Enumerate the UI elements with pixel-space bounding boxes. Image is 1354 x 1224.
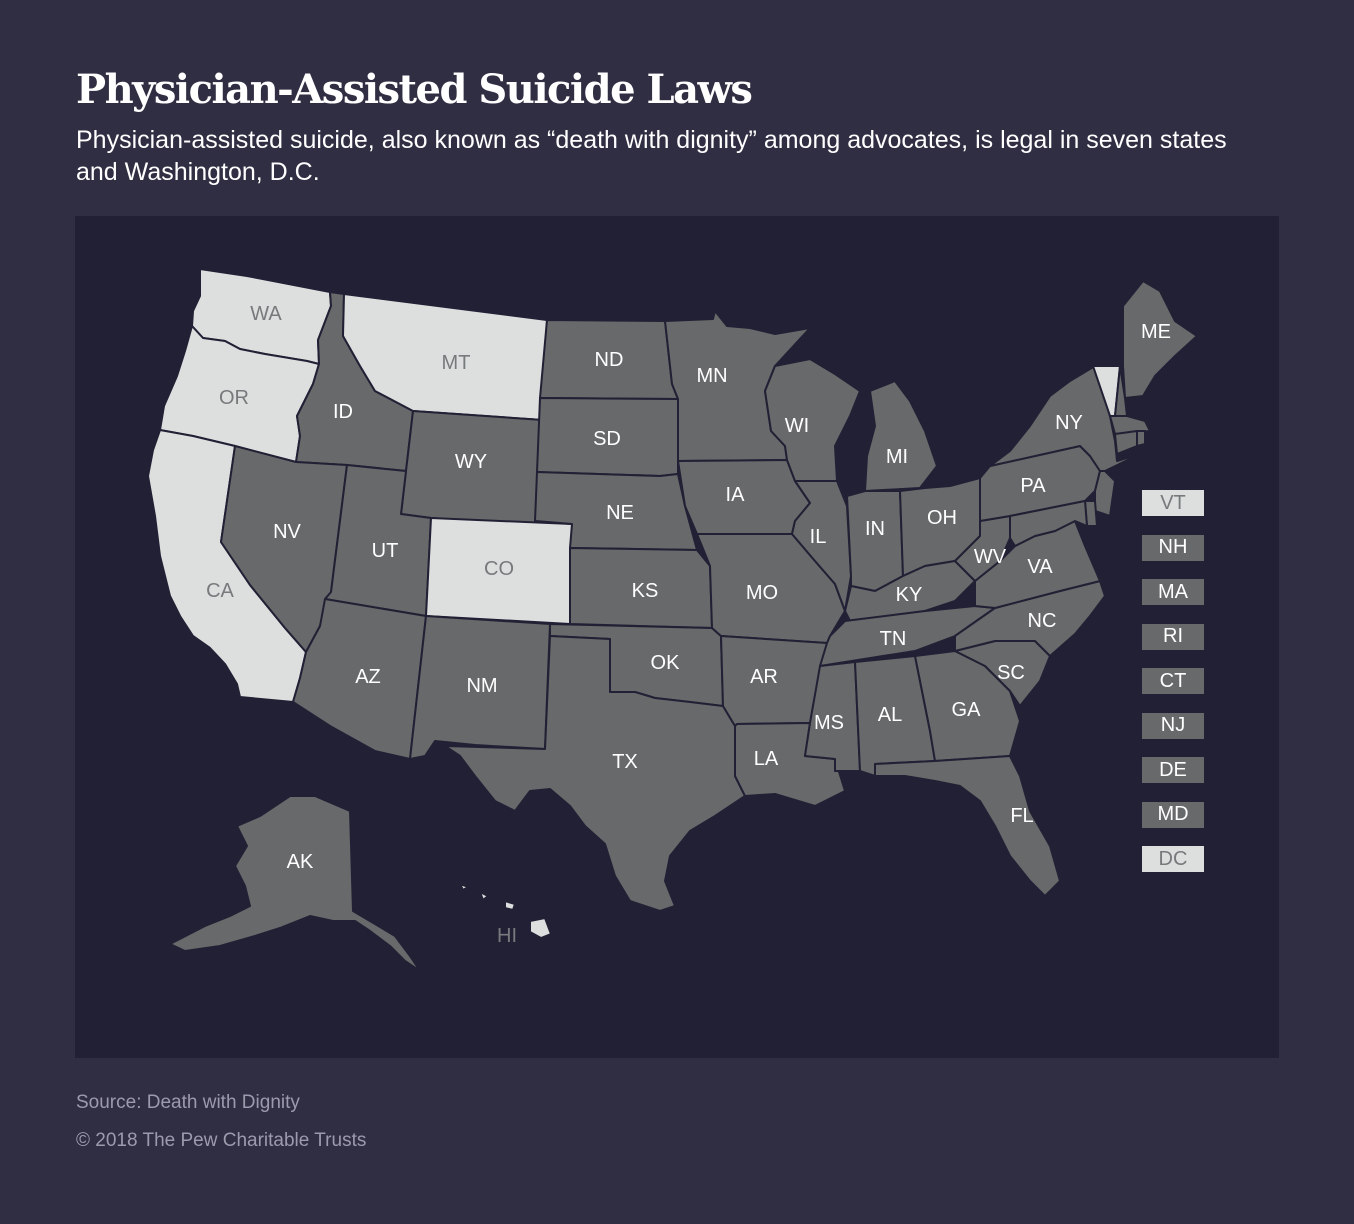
state-NJ xyxy=(1094,470,1116,517)
state-label-ID: ID xyxy=(333,401,353,423)
state-label-OH: OH xyxy=(927,507,957,529)
state-label-HI: HI xyxy=(497,925,517,947)
state-label-OR: OR xyxy=(219,387,249,409)
state-label-CA: CA xyxy=(206,580,234,602)
state-TX xyxy=(444,635,746,912)
state-label-TN: TN xyxy=(880,628,907,650)
state-label-PA: PA xyxy=(1020,475,1046,497)
state-label-MN: MN xyxy=(696,365,727,387)
state-label-MI: MI xyxy=(886,446,908,468)
state-label-NC: NC xyxy=(1028,610,1057,632)
state-HI xyxy=(459,883,552,939)
state-RI xyxy=(1136,430,1146,447)
chart-subtitle: Physician-assisted suicide, also known a… xyxy=(76,126,1227,186)
legend-box-DE: DE xyxy=(1142,757,1204,783)
state-label-MT: MT xyxy=(442,352,471,374)
state-label-WV: WV xyxy=(974,546,1007,568)
legend-box-DC: DC xyxy=(1142,846,1204,872)
state-label-MO: MO xyxy=(746,582,778,604)
state-MD xyxy=(1009,500,1088,547)
state-label-IA: IA xyxy=(726,484,746,506)
legend-box-MD: MD xyxy=(1142,801,1204,828)
state-label-AZ: AZ xyxy=(355,666,381,688)
state-CT xyxy=(1114,430,1138,455)
chart-title: Physician-Assisted Suicide Laws xyxy=(76,66,753,113)
state-label-SD: SD xyxy=(593,428,621,450)
state-label-CO: CO xyxy=(484,558,514,580)
state-IN xyxy=(846,490,904,592)
legend-box-NH: NH xyxy=(1142,534,1204,561)
state-label-TX: TX xyxy=(612,751,638,773)
state-label-WY: WY xyxy=(455,451,487,473)
state-AK xyxy=(169,795,421,972)
state-label-WA: WA xyxy=(250,303,282,325)
legend-box-MA: MA xyxy=(1142,579,1204,605)
state-labels: WA OR CA MT CO HI ID NV UT AZ WY NM ND SD NE KS OK TX MN IA… xyxy=(206,303,1171,947)
state-label-LA: LA xyxy=(754,748,779,770)
state-label-SC: SC xyxy=(997,662,1025,684)
state-label-AK: AK xyxy=(287,851,314,873)
state-label-NM: NM xyxy=(466,675,497,697)
source-note: Source: Death with Dignity xyxy=(76,1092,300,1113)
state-FL xyxy=(874,755,1061,897)
state-label-AL: AL xyxy=(878,704,902,726)
state-label-AR: AR xyxy=(750,666,778,688)
state-label-WI: WI xyxy=(785,415,809,437)
state-label-ND: ND xyxy=(595,349,624,371)
state-shapes xyxy=(147,268,1198,972)
state-label-ME: ME xyxy=(1141,321,1171,343)
state-MI xyxy=(864,380,938,492)
state-label-OK: OK xyxy=(651,652,681,674)
state-label-FL: FL xyxy=(1010,805,1033,827)
state-label-KY: KY xyxy=(896,584,923,606)
copyright-note: © 2018 The Pew Charitable Trusts xyxy=(76,1130,367,1151)
state-label-IN: IN xyxy=(865,518,885,540)
state-VA xyxy=(974,520,1101,609)
legend-box-VT: VT xyxy=(1142,490,1204,516)
state-label-GA: GA xyxy=(952,699,982,721)
state-label-KS: KS xyxy=(632,580,659,602)
us-map: WA OR CA MT CO HI ID NV UT AZ WY NM ND SD NE KS OK TX MN IA… xyxy=(147,268,1198,972)
legend-box-RI: RI xyxy=(1142,623,1204,650)
state-label-IL: IL xyxy=(810,526,827,548)
state-label-UT: UT xyxy=(372,540,399,562)
legend-box-CT: CT xyxy=(1142,668,1204,694)
map-panel: WA OR CA MT CO HI ID NV UT AZ WY NM ND SD NE KS OK TX MN IA… xyxy=(75,216,1279,1058)
state-LA xyxy=(734,722,846,807)
state-label-VA: VA xyxy=(1027,556,1053,578)
state-IL xyxy=(791,480,852,612)
state-label-NY: NY xyxy=(1055,412,1083,434)
state-MA xyxy=(1109,415,1151,435)
state-label-NV: NV xyxy=(273,521,301,543)
state-label-MS: MS xyxy=(814,712,844,734)
state-label-NE: NE xyxy=(606,502,634,524)
legend-box-NJ: NJ xyxy=(1142,712,1204,739)
